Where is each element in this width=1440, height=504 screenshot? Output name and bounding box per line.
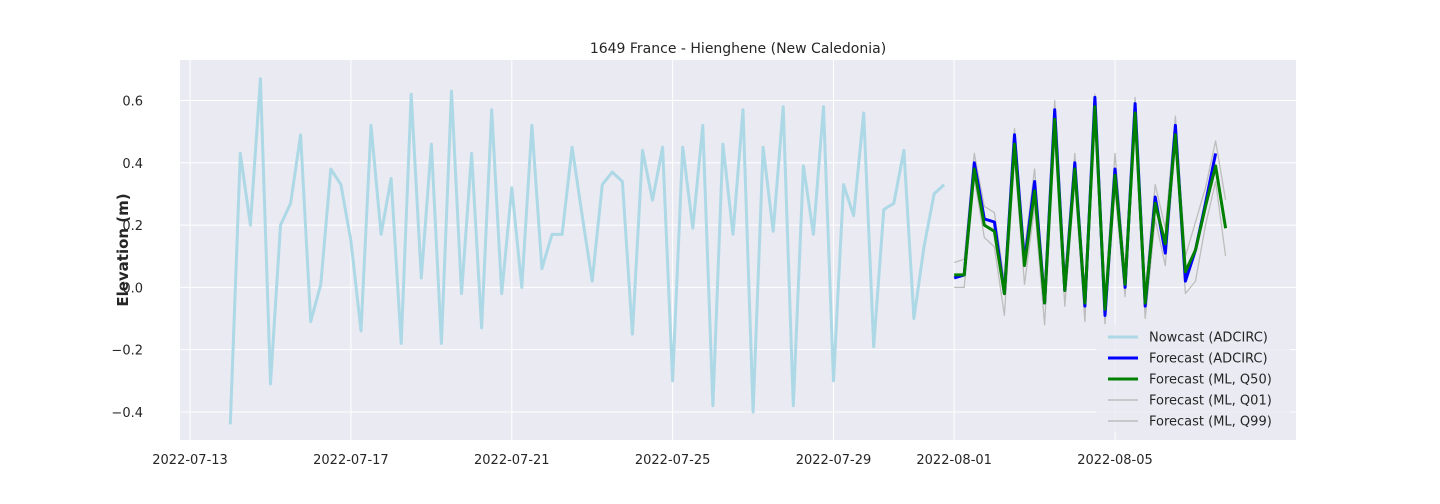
x-tick-label: 2022-07-17 [313,453,389,468]
legend-label: Forecast (ML, Q01) [1149,394,1272,409]
legend-label: Forecast (ML, Q99) [1149,415,1272,430]
series-line-forecast-ml-q50 [954,105,1228,311]
x-tick-label: 2022-08-01 [916,453,992,468]
x-tick-label: 2022-07-21 [474,453,550,468]
x-tick-label: 2022-07-25 [635,453,711,468]
y-tick-label: −0.4 [111,406,143,421]
legend-label: Nowcast (ADCIRC) [1149,331,1268,346]
y-axis-ticks: −0.4 −0.2 0.0 0.2 0.4 0.6 [111,94,143,420]
legend-label: Forecast (ML, Q50) [1149,373,1272,388]
y-tick-label: 0.6 [122,94,143,109]
x-tick-label: 2022-08-05 [1077,453,1153,468]
y-tick-label: −0.2 [111,344,143,359]
x-tick-label: 2022-07-13 [152,453,228,468]
series-line-nowcast-adcirc [228,77,946,425]
y-tick-label: 0.2 [122,219,143,234]
legend-box [1096,324,1290,432]
chart-title: 1649 France - Hienghene (New Caledonia) [590,41,886,57]
y-tick-label: 0.4 [122,157,143,172]
x-axis-ticks: 2022-07-13 2022-07-17 2022-07-21 2022-07-25… [152,453,1153,468]
y-tick-label: 0.0 [122,281,143,296]
x-tick-label: 2022-07-29 [796,453,872,468]
legend: Nowcast (ADCIRC) Forecast (ADCIRC) Forecas… [1096,324,1290,432]
y-axis-label: Elevation (m) [114,193,132,306]
legend-label: Forecast (ADCIRC) [1149,352,1268,367]
series-layer [228,77,1228,425]
